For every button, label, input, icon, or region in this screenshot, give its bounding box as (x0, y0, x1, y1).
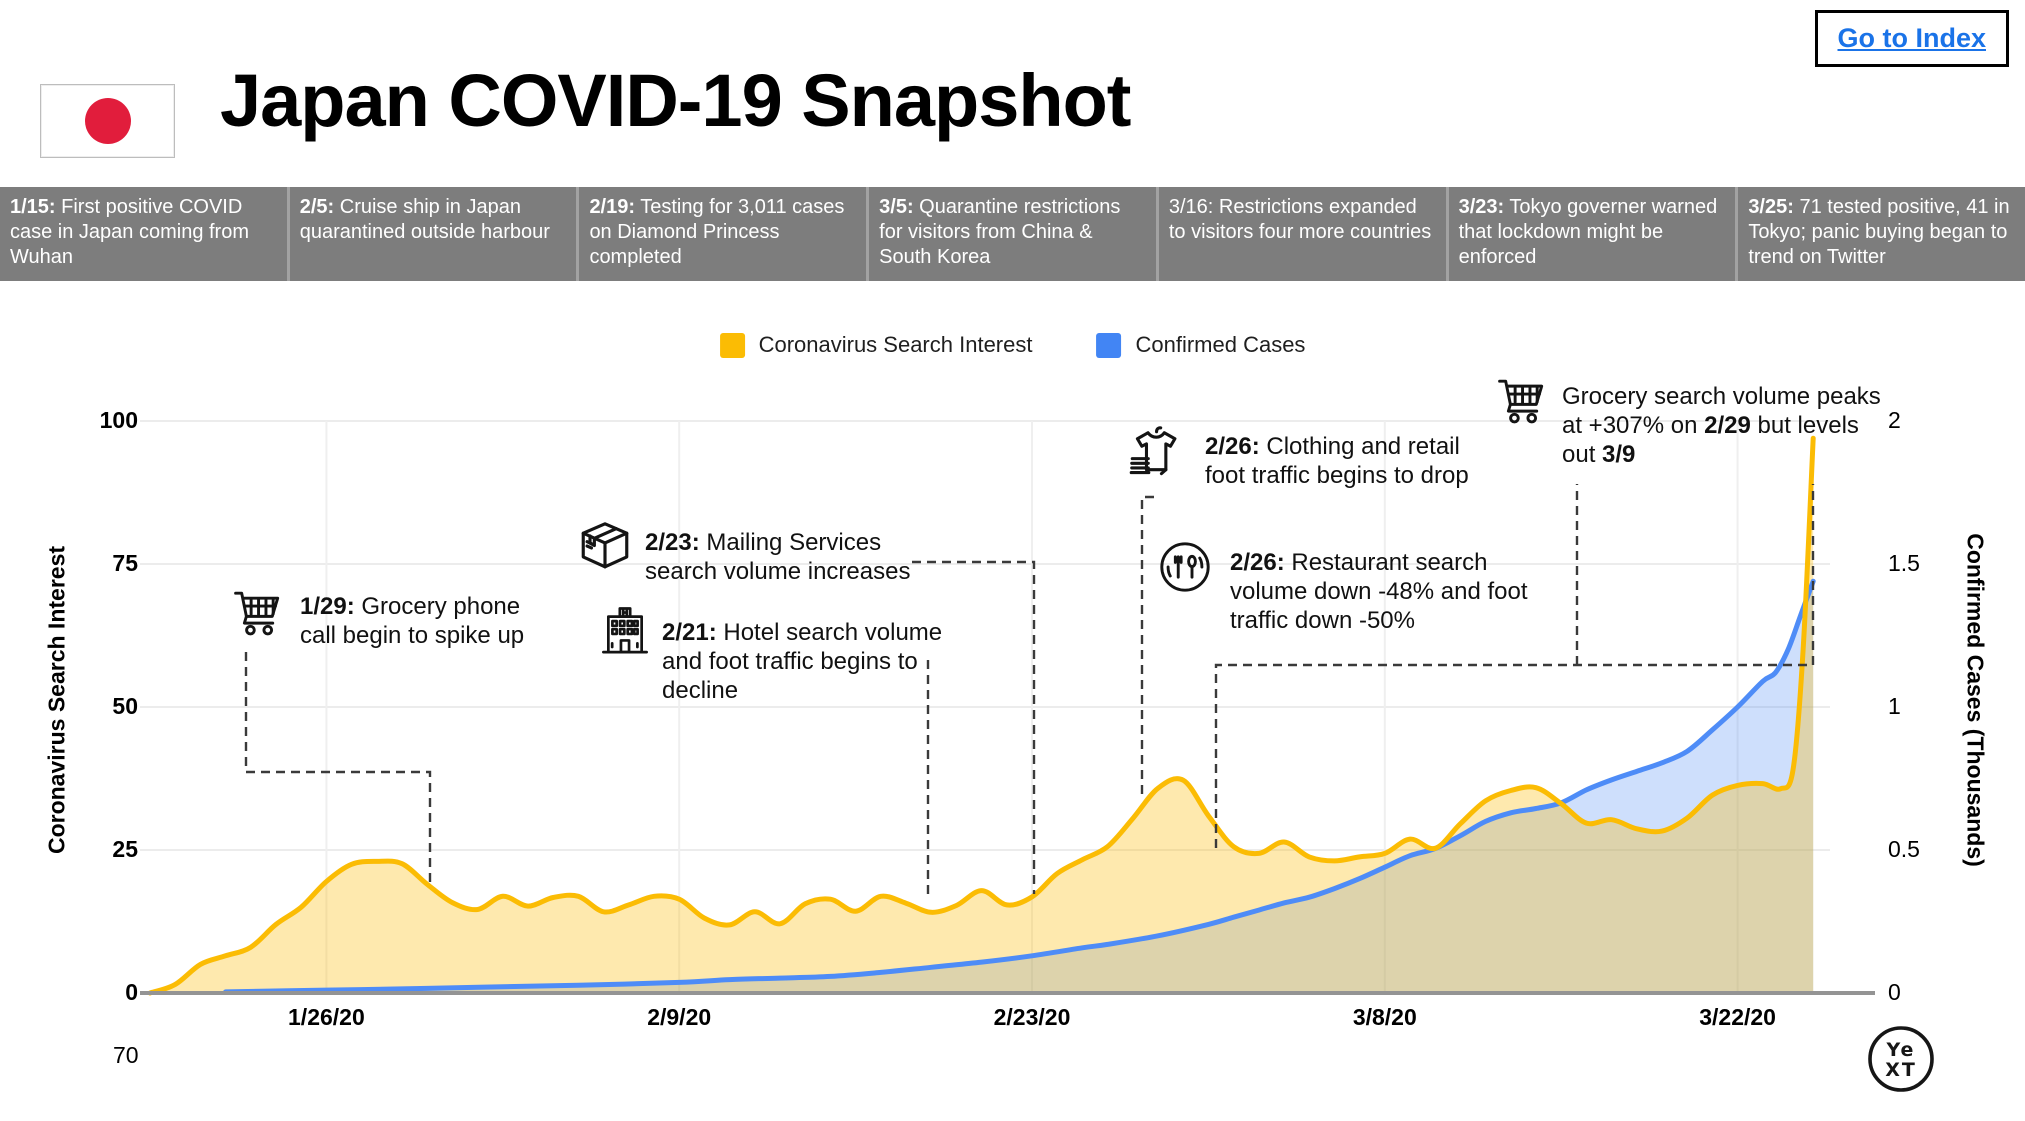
timeline-bar: 1/15: First positive COVID case in Japan… (0, 187, 2025, 281)
timeline-event-text: First positive COVID case in Japan comin… (10, 196, 250, 268)
timeline-event-date: 1/15: (10, 196, 56, 218)
timeline-event-text: Cruise ship in Japan quarantined outside… (299, 196, 550, 243)
chart-legend: Coronavirus Search Interest Confirmed Cas… (719, 332, 1305, 358)
axis-tick-label: 1/26/20 (288, 1004, 365, 1030)
axis-tick-label: 0 (1888, 979, 1901, 1005)
timeline-event-date: 3/5: (879, 196, 914, 218)
timeline-event: 3/16: Restrictions expanded to visitors … (1155, 187, 1446, 281)
annotation-text: 2/26: Clothing and retail foot traffic b… (1205, 432, 1495, 490)
svg-text:Ye: Ye (1886, 1039, 1916, 1061)
annotation-body: Grocery search volume peaks at +307% on (1562, 383, 1881, 439)
restaurant-icon (1156, 538, 1214, 596)
annotation-date: 2/21: (662, 619, 717, 646)
timeline-event-text: 71 tested positive, 41 in Tokyo; panic b… (1748, 196, 2010, 268)
annotation-date: 2/26: (1205, 433, 1260, 460)
confirmed-cases-area (225, 581, 1814, 993)
timeline-event: 3/5: Quarantine restrictions for visitor… (866, 187, 1156, 281)
legend-item: Confirmed Cases (1096, 332, 1305, 358)
timeline-event: 2/5: Cruise ship in Japan quarantined ou… (286, 187, 577, 281)
svg-text:XT: XT (1885, 1059, 1917, 1081)
axis-tick-label: 0 (125, 979, 138, 1005)
annotation-text: 2/21: Hotel search volume and foot traff… (662, 618, 962, 705)
timeline-event: 3/25: 71 tested positive, 41 in Tokyo; p… (1735, 187, 2025, 281)
timeline-event-text: Quarantine restrictions for visitors fro… (879, 196, 1121, 268)
go-to-index-button[interactable]: Go to Index (1814, 10, 2009, 67)
axis-tick-label: 3/8/20 (1352, 1004, 1417, 1030)
legend-swatch (719, 332, 745, 358)
axis-tick-label: 2/23/20 (993, 1004, 1071, 1030)
axis-tick-label: 75 (112, 550, 138, 576)
clothing-icon (1124, 424, 1186, 486)
legend-label: Coronavirus Search Interest (758, 332, 1033, 357)
timeline-event: 1/15: First positive COVID case in Japan… (0, 187, 287, 281)
timeline-event-date: 3/23: (1458, 196, 1505, 218)
axis-tick-label: 1.5 (1888, 550, 1920, 576)
timeline-event-date: 2/5: (299, 196, 335, 218)
axis-tick-label: 2 (1888, 407, 1901, 433)
area-chart (140, 420, 1875, 996)
annotation-date: 1/29: (300, 593, 355, 620)
hotel-icon (598, 604, 652, 658)
axis-tick-label: 3/22/20 (1699, 1004, 1776, 1030)
axis-tick-label: 2/9/20 (647, 1004, 712, 1030)
timeline-event-date: 2/19: (589, 196, 636, 218)
annotation-body: Mailing Services search volume increases (645, 529, 911, 585)
annotation-text: Grocery search volume peaks at +307% on … (1562, 382, 1897, 469)
timeline-event: 2/19: Testing for 3,011 cases on Diamond… (576, 187, 867, 281)
annotation-body: but levels out (1562, 412, 1859, 468)
axis-tick-label: 100 (99, 407, 138, 433)
timeline-event-date: 3/16: (1168, 196, 1214, 218)
page-title: Japan COVID-19 Snapshot (220, 59, 1131, 142)
annotation-date: 2/23: (645, 529, 700, 556)
annotation-body: Hotel search volume and foot traffic beg… (662, 619, 943, 704)
japan-flag-icon (40, 84, 175, 158)
flag-sun-circle (84, 98, 131, 144)
annotation-date: 3/9 (1602, 441, 1636, 468)
axis-tick-label: 25 (112, 836, 138, 862)
package-icon (576, 518, 634, 576)
annotation-date: 2/26: (1230, 549, 1285, 576)
timeline-event-text: Restrictions expanded to visitors four m… (1168, 196, 1432, 243)
timeline-event-date: 3/25: (1748, 196, 1794, 218)
annotation-date: 2/29 (1704, 412, 1751, 439)
search-interest-area (150, 438, 1814, 993)
annotation-body: Grocery phone call begin to spike up (300, 593, 525, 649)
timeline-event-text: Testing for 3,011 cases on Diamond Princ… (589, 196, 845, 268)
yext-logo: Ye XT (1868, 1026, 1934, 1092)
annotation-body: Clothing and retail foot traffic begins … (1205, 433, 1469, 489)
legend-swatch (1096, 332, 1122, 358)
annotation-text: 1/29: Grocery phone call begin to spike … (300, 592, 552, 650)
annotation-body: Restaurant search volume down -48% and f… (1230, 549, 1528, 634)
axis-tick-label: 0.5 (1888, 836, 1920, 862)
axis-tick-label: 50 (112, 693, 138, 719)
legend-label: Confirmed Cases (1135, 332, 1306, 357)
annotation-text: 2/26: Restaurant search volume down -48%… (1230, 548, 1560, 635)
cart-icon (232, 586, 286, 640)
legend-item: Coronavirus Search Interest (719, 332, 1033, 358)
cart-icon (1496, 374, 1550, 428)
annotation-text: 2/23: Mailing Services search volume inc… (645, 528, 925, 586)
page-number: 70 (113, 1042, 139, 1068)
axis-tick-label: 1 (1888, 693, 1901, 719)
timeline-event-text: Tokyo governer warned that lockdown migh… (1458, 196, 1718, 268)
timeline-event: 3/23: Tokyo governer warned that lockdow… (1445, 187, 1736, 281)
